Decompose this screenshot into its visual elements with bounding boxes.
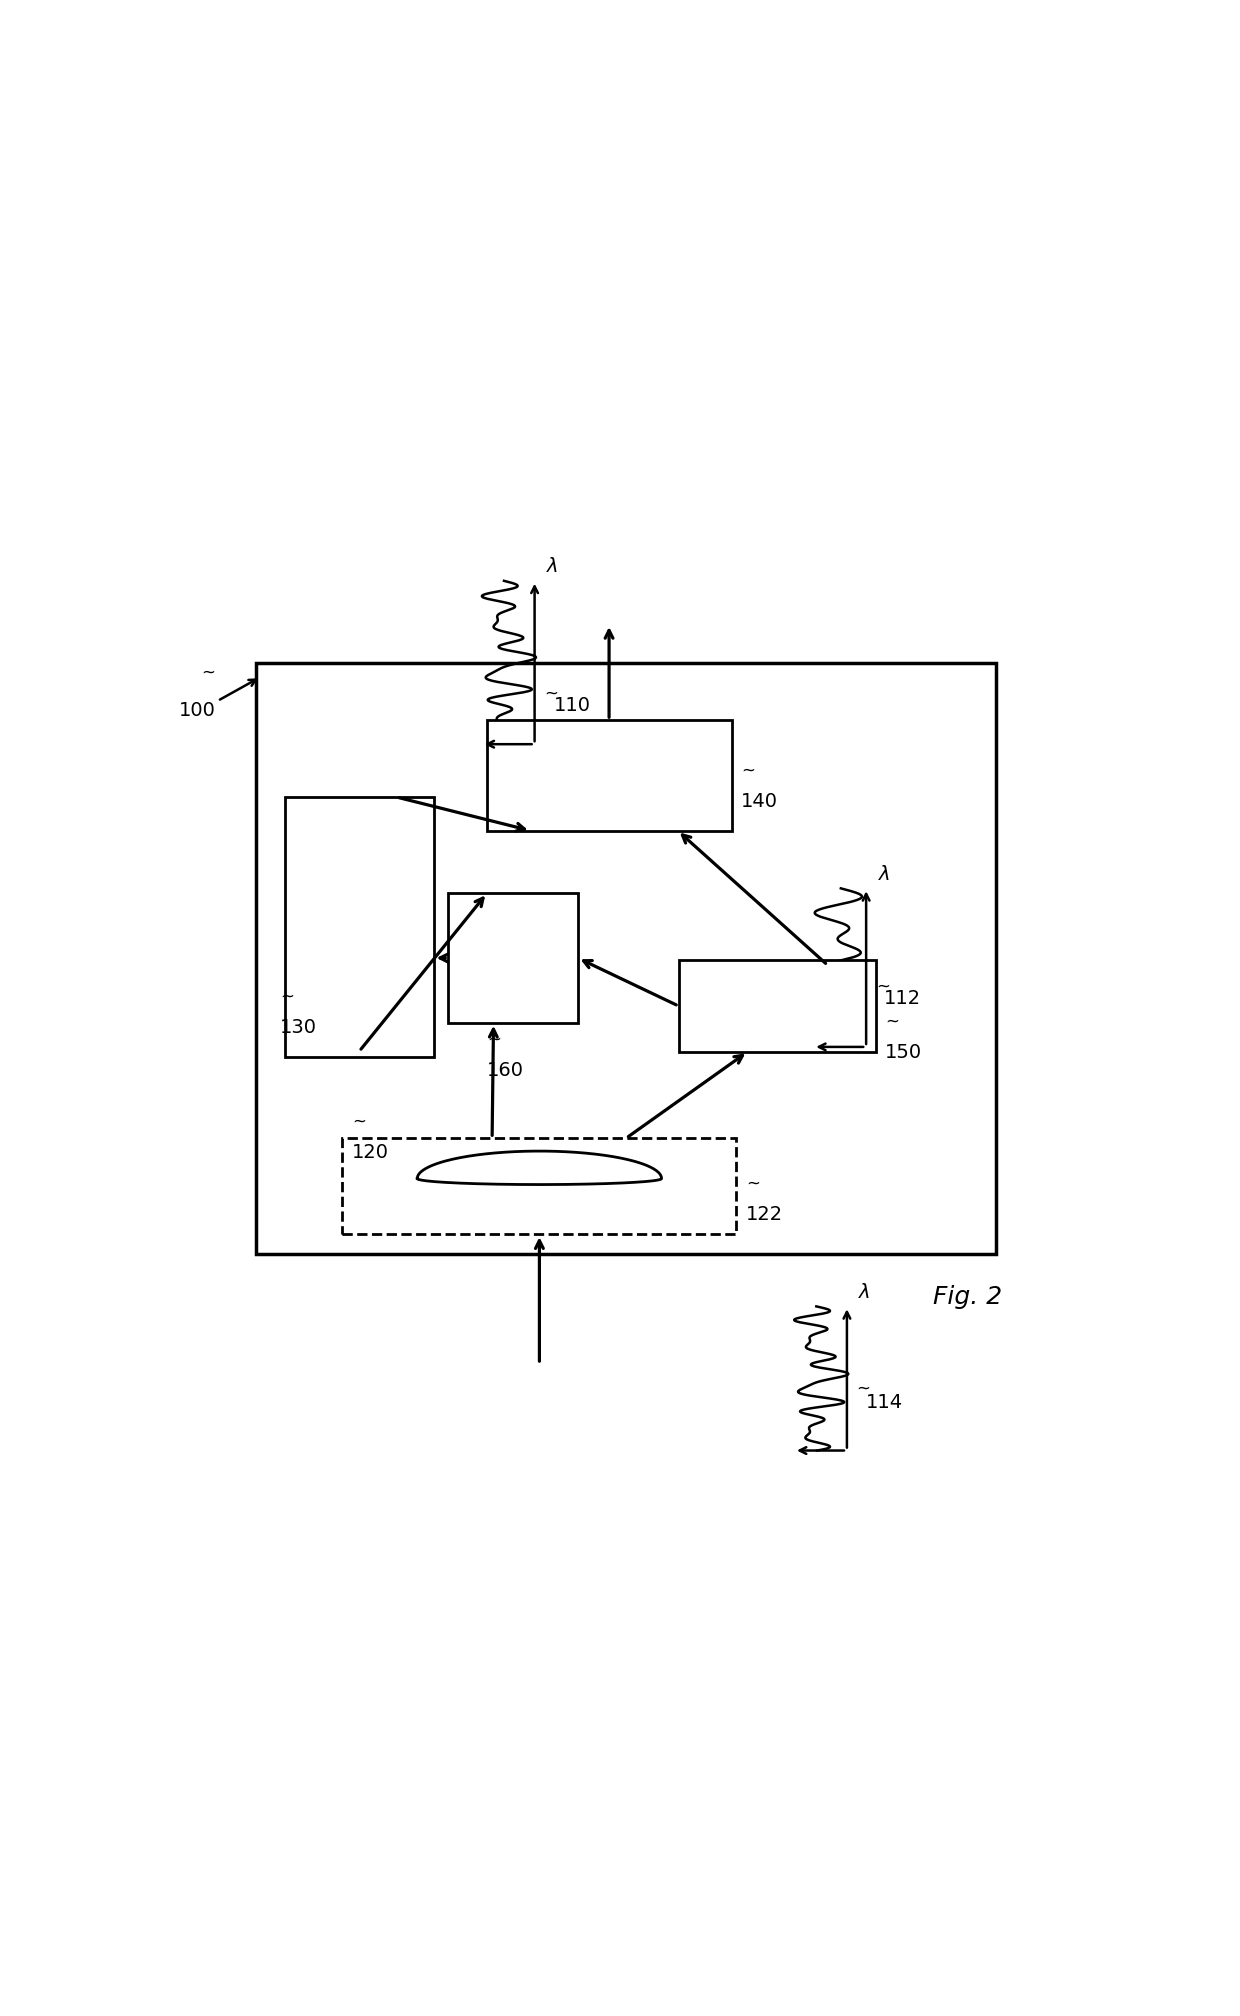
Bar [448,893,578,1022]
Text: Fig. 2: Fig. 2 [934,1284,1002,1308]
Text: 120: 120 [352,1143,389,1161]
Text: ~: ~ [742,762,755,780]
Text: $\lambda$: $\lambda$ [546,556,558,577]
Text: ~: ~ [857,1379,870,1397]
Bar [678,960,875,1052]
Text: $\lambda$: $\lambda$ [878,865,890,883]
Text: ~: ~ [875,978,889,996]
Text: ~: ~ [202,663,216,681]
Text: ~: ~ [280,988,294,1006]
Text: 140: 140 [742,792,779,810]
Text: 110: 110 [554,696,590,716]
Text: $\lambda$: $\lambda$ [858,1282,870,1302]
Text: ~: ~ [746,1175,760,1193]
Text: ~: ~ [544,683,558,702]
Text: 130: 130 [280,1018,317,1036]
Text: 112: 112 [883,990,920,1008]
Text: ~: ~ [487,1030,501,1048]
Polygon shape [417,1151,662,1185]
Text: ~: ~ [352,1113,366,1131]
Text: 100: 100 [179,702,216,720]
Text: 150: 150 [885,1042,923,1062]
Bar [285,796,434,1056]
Text: 160: 160 [487,1060,525,1081]
Bar [255,663,996,1254]
Text: 114: 114 [866,1393,903,1411]
Bar [486,720,732,831]
Bar [342,1139,737,1234]
Text: ~: ~ [885,1012,899,1030]
Text: 122: 122 [746,1206,784,1224]
